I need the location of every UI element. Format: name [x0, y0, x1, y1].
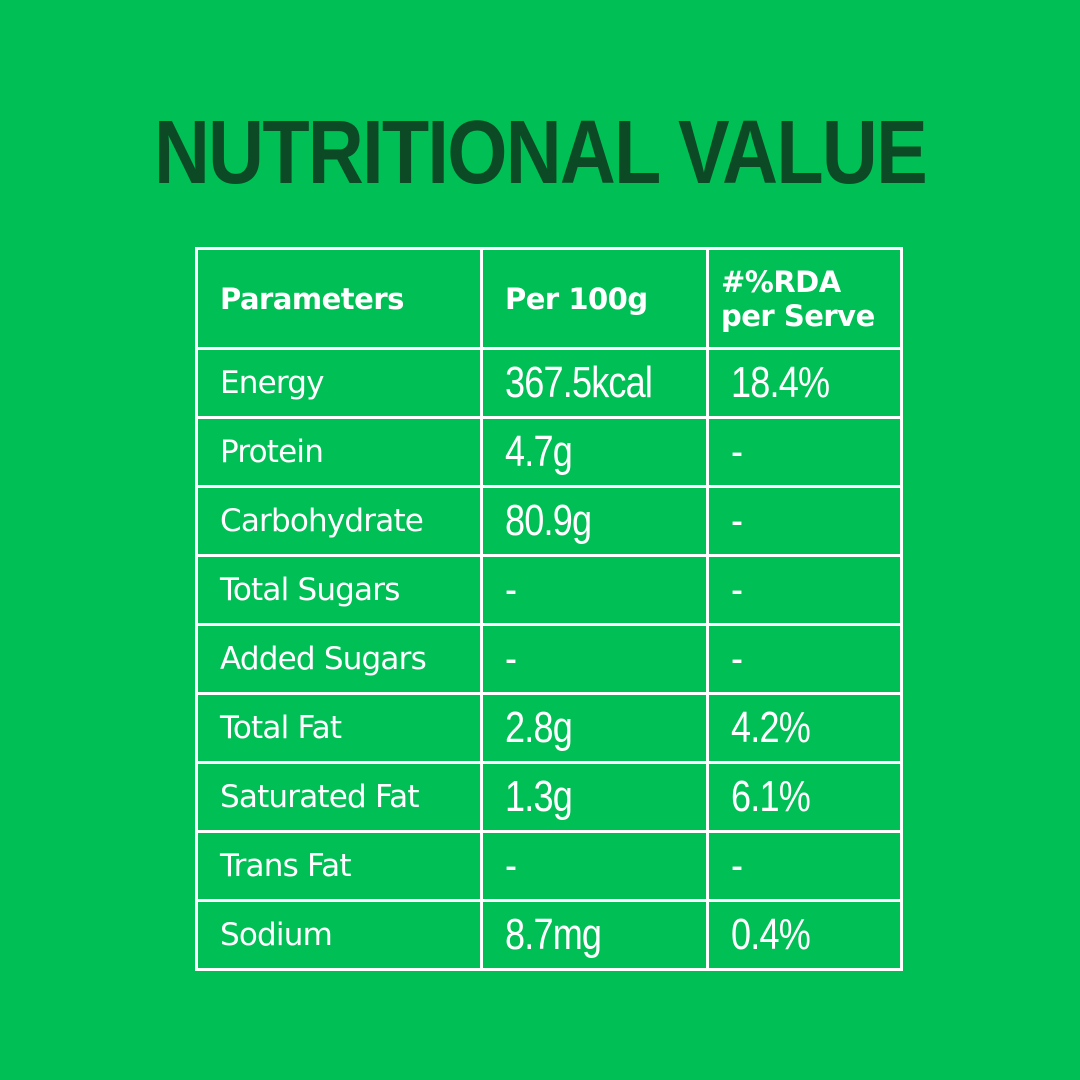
table-row: Protein 4.7g - — [195, 416, 903, 488]
rda-value: - — [731, 565, 743, 614]
per-100g-value: 80.9g — [505, 496, 592, 545]
rda-cell: 18.4% — [706, 347, 903, 419]
per-100g-value: 8.7mg — [505, 910, 602, 959]
parameter-cell: Total Sugars — [195, 554, 483, 626]
table-row: Total Sugars - - — [195, 554, 903, 626]
parameter-cell: Trans Fat — [195, 830, 483, 902]
parameter-cell: Added Sugars — [195, 623, 483, 695]
parameter-cell: Energy — [195, 347, 483, 419]
per-100g-cell: 1.3g — [480, 761, 709, 833]
nutrition-table: Parameters Per 100g #%RDA per Serve Ener… — [195, 247, 903, 971]
rda-cell: - — [706, 554, 903, 626]
table-row: Sodium 8.7mg 0.4% — [195, 899, 903, 971]
parameter-cell: Protein — [195, 416, 483, 488]
rda-cell: - — [706, 416, 903, 488]
table-row: Energy 367.5kcal 18.4% — [195, 347, 903, 419]
per-100g-cell: 80.9g — [480, 485, 709, 557]
per-100g-value: - — [505, 565, 517, 614]
table-row: Added Sugars - - — [195, 623, 903, 695]
per-100g-cell: - — [480, 554, 709, 626]
rda-value: 18.4% — [731, 358, 830, 407]
rda-value: 6.1% — [731, 772, 811, 821]
per-100g-value: - — [505, 634, 517, 683]
table-header-row: Parameters Per 100g #%RDA per Serve — [195, 247, 903, 350]
table-row: Carbohydrate 80.9g - — [195, 485, 903, 557]
per-100g-cell: 2.8g — [480, 692, 709, 764]
header-parameters: Parameters — [195, 247, 483, 350]
parameter-cell: Sodium — [195, 899, 483, 971]
table-row: Saturated Fat 1.3g 6.1% — [195, 761, 903, 833]
header-per-100g: Per 100g — [480, 247, 709, 350]
rda-value: - — [731, 634, 743, 683]
per-100g-value: 1.3g — [505, 772, 573, 821]
parameter-cell: Saturated Fat — [195, 761, 483, 833]
per-100g-value: 2.8g — [505, 703, 573, 752]
per-100g-value: 367.5kcal — [505, 358, 653, 407]
per-100g-value: - — [505, 841, 517, 890]
per-100g-cell: 4.7g — [480, 416, 709, 488]
per-100g-cell: 8.7mg — [480, 899, 709, 971]
rda-cell: - — [706, 830, 903, 902]
rda-cell: 6.1% — [706, 761, 903, 833]
rda-value: - — [731, 427, 743, 476]
per-100g-cell: - — [480, 830, 709, 902]
per-100g-value: 4.7g — [505, 427, 573, 476]
rda-value: 4.2% — [731, 703, 811, 752]
rda-value: 0.4% — [731, 910, 811, 959]
rda-cell: - — [706, 485, 903, 557]
rda-cell: 0.4% — [706, 899, 903, 971]
rda-cell: 4.2% — [706, 692, 903, 764]
table-row: Trans Fat - - — [195, 830, 903, 902]
parameter-cell: Carbohydrate — [195, 485, 483, 557]
table-row: Total Fat 2.8g 4.2% — [195, 692, 903, 764]
page-title: NUTRITIONAL VALUE — [154, 103, 928, 203]
parameter-cell: Total Fat — [195, 692, 483, 764]
rda-cell: - — [706, 623, 903, 695]
rda-value: - — [731, 841, 743, 890]
per-100g-cell: 367.5kcal — [480, 347, 709, 419]
per-100g-cell: - — [480, 623, 709, 695]
header-rda: #%RDA per Serve — [706, 247, 903, 350]
rda-value: - — [731, 496, 743, 545]
